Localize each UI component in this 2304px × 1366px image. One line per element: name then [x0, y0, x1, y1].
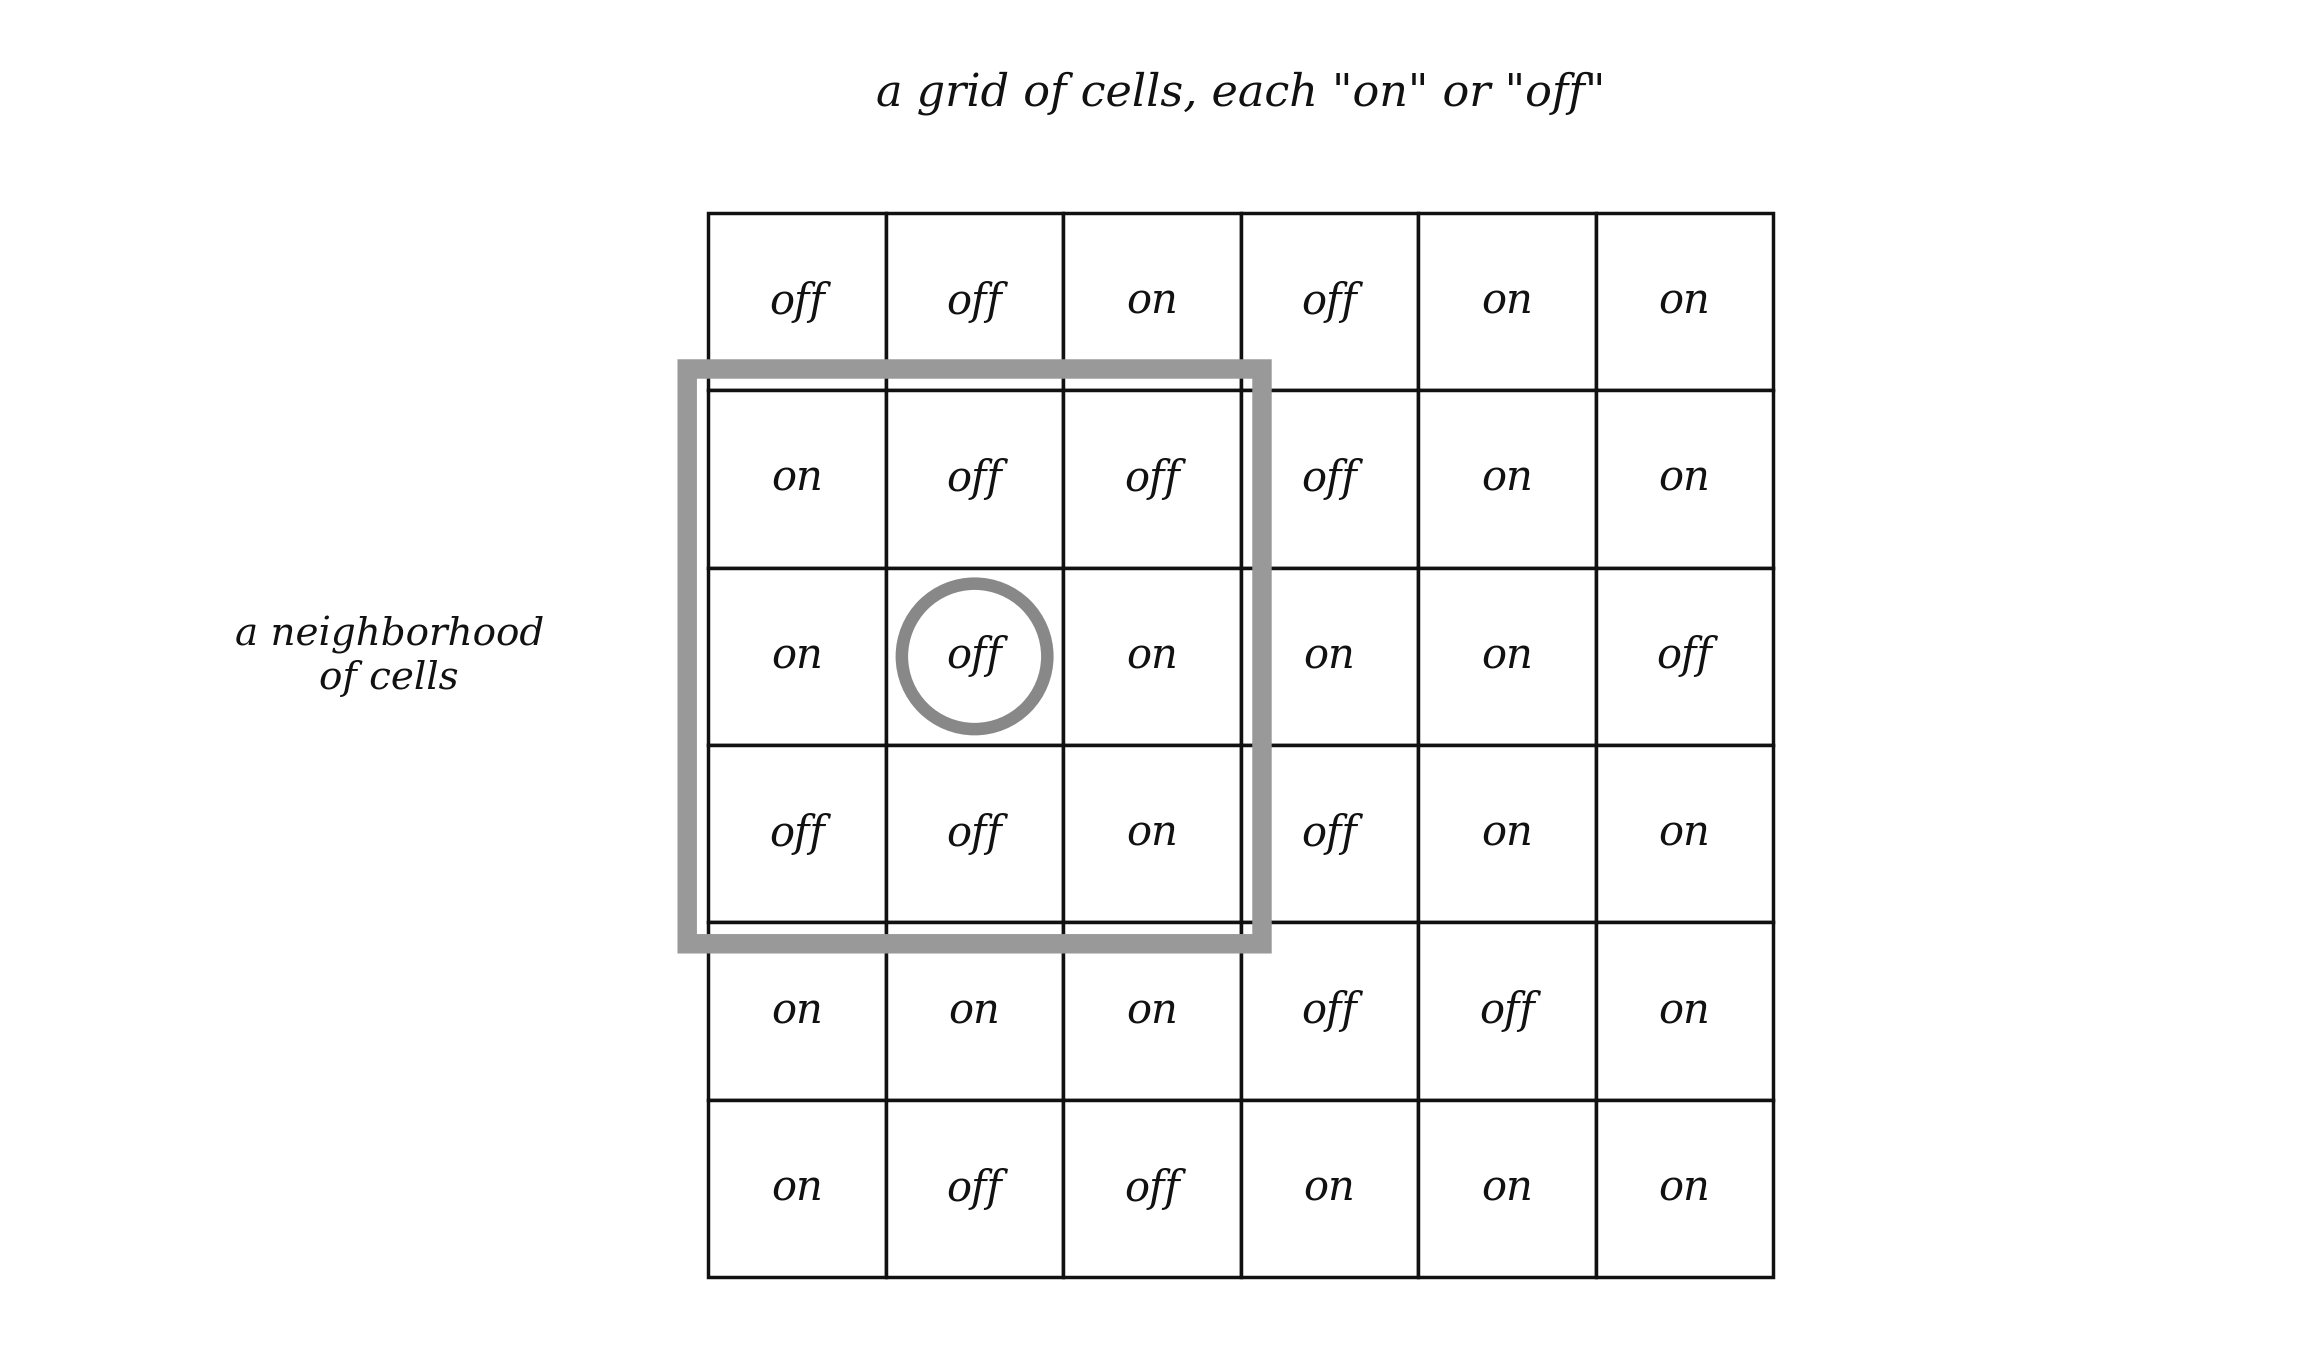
Text: on: on: [1481, 813, 1532, 855]
Text: on: on: [772, 458, 823, 500]
Text: on: on: [1659, 990, 1710, 1033]
Text: on: on: [1481, 458, 1532, 500]
Text: off: off: [1302, 813, 1357, 855]
Bar: [887, 1100, 1064, 1277]
Bar: [1064, 213, 1240, 391]
Text: on: on: [1481, 280, 1532, 322]
Text: off: off: [947, 635, 1002, 678]
Bar: [710, 744, 887, 922]
Bar: [887, 213, 1064, 391]
Bar: [1417, 1100, 1594, 1277]
Bar: [1417, 922, 1594, 1100]
Bar: [1240, 391, 1417, 568]
Text: on: on: [1481, 635, 1532, 678]
Bar: [710, 1100, 887, 1277]
Text: off: off: [1124, 1168, 1180, 1210]
Bar: [1417, 744, 1594, 922]
Bar: [1064, 744, 1240, 922]
Bar: [1064, 922, 1240, 1100]
Text: off: off: [947, 458, 1002, 500]
Text: off: off: [1302, 990, 1357, 1033]
Text: off: off: [1302, 458, 1357, 500]
Bar: [887, 391, 1064, 568]
Text: off: off: [947, 280, 1002, 322]
Bar: [1064, 391, 1240, 568]
Bar: [1594, 744, 1772, 922]
Bar: [1417, 568, 1594, 744]
Bar: [1064, 1100, 1240, 1277]
Bar: [1240, 1100, 1417, 1277]
Text: on: on: [772, 1168, 823, 1210]
Text: off: off: [770, 813, 825, 855]
Text: off: off: [770, 280, 825, 322]
Text: on: on: [1127, 990, 1177, 1033]
Text: on: on: [1304, 1168, 1355, 1210]
Bar: [1240, 568, 1417, 744]
Text: on: on: [1659, 813, 1710, 855]
Bar: [887, 744, 1064, 922]
Text: on: on: [772, 990, 823, 1033]
Bar: [1594, 568, 1772, 744]
Text: off: off: [947, 1168, 1002, 1210]
Bar: [1064, 568, 1240, 744]
Text: on: on: [1659, 458, 1710, 500]
Bar: [710, 922, 887, 1100]
Bar: [887, 922, 1064, 1100]
Bar: [1594, 391, 1772, 568]
Bar: [1417, 213, 1594, 391]
Text: off: off: [1302, 280, 1357, 322]
Bar: [1594, 213, 1772, 391]
Bar: [1594, 1100, 1772, 1277]
Text: a neighborhood
of cells: a neighborhood of cells: [235, 616, 544, 697]
Bar: [1594, 922, 1772, 1100]
Bar: [1240, 922, 1417, 1100]
Text: off: off: [1657, 635, 1712, 678]
Text: on: on: [1127, 635, 1177, 678]
Bar: [1240, 213, 1417, 391]
Text: off: off: [947, 813, 1002, 855]
Bar: [1240, 744, 1417, 922]
Bar: [710, 391, 887, 568]
Text: on: on: [772, 635, 823, 678]
Bar: [710, 568, 887, 744]
Bar: [1417, 391, 1594, 568]
Text: a grid of cells, each "on" or "off": a grid of cells, each "on" or "off": [876, 71, 1606, 115]
Text: on: on: [949, 990, 1000, 1033]
Text: off: off: [1479, 990, 1534, 1033]
Bar: [887, 568, 1064, 744]
Text: on: on: [1481, 1168, 1532, 1210]
Text: off: off: [1124, 458, 1180, 500]
Text: on: on: [1304, 635, 1355, 678]
Text: on: on: [1127, 280, 1177, 322]
Bar: [710, 213, 887, 391]
Text: on: on: [1659, 1168, 1710, 1210]
Text: on: on: [1659, 280, 1710, 322]
Text: on: on: [1127, 813, 1177, 855]
